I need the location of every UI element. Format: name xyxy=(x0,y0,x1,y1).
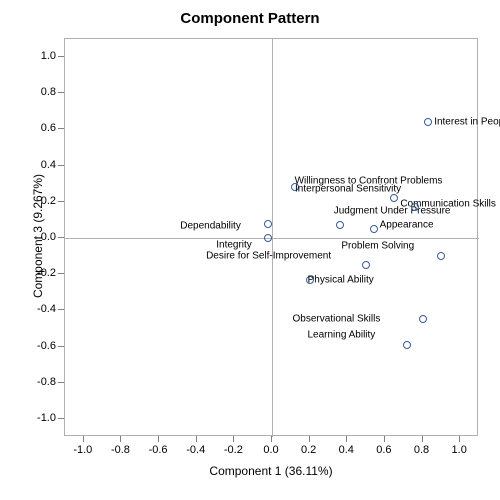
data-point xyxy=(336,221,344,229)
data-point xyxy=(362,261,370,269)
y-tick-label: -1.0 xyxy=(30,412,56,424)
y-tick-mark xyxy=(58,201,64,202)
x-tick-label: -0.4 xyxy=(186,444,205,456)
y-tick-mark xyxy=(58,309,64,310)
data-point xyxy=(370,225,378,233)
data-point-label: Problem Solving xyxy=(341,241,414,252)
x-tick-mark xyxy=(83,436,84,442)
data-point xyxy=(424,118,432,126)
y-tick-mark xyxy=(58,165,64,166)
y-tick-mark xyxy=(58,346,64,347)
x-tick-label: 0.2 xyxy=(301,444,316,456)
y-tick-label: -0.6 xyxy=(30,340,56,352)
x-tick-mark xyxy=(309,436,310,442)
y-tick-mark xyxy=(58,273,64,274)
y-tick-mark xyxy=(58,128,64,129)
x-tick-label: -0.2 xyxy=(224,444,243,456)
x-tick-label: -0.8 xyxy=(111,444,130,456)
data-point xyxy=(390,194,398,202)
data-point-label: Learning Ability xyxy=(307,329,375,340)
y-axis-title: Component 3 (9.267%) xyxy=(31,156,45,316)
data-point-label: Interpersonal Sensitivity xyxy=(295,184,401,195)
data-point xyxy=(264,234,272,242)
x-tick-mark xyxy=(233,436,234,442)
data-point-label: Desire for Self-Improvement xyxy=(206,251,331,262)
x-tick-mark xyxy=(459,436,460,442)
data-point xyxy=(419,315,427,323)
data-point xyxy=(437,252,445,260)
data-point xyxy=(411,203,419,211)
x-tick-label: 0.0 xyxy=(263,444,278,456)
x-tick-mark xyxy=(196,436,197,442)
x-tick-mark xyxy=(346,436,347,442)
data-point-label: Dependability xyxy=(180,220,241,231)
y-tick-label: 1.0 xyxy=(30,50,56,62)
x-tick-mark xyxy=(158,436,159,442)
y-tick-label: 0.8 xyxy=(30,86,56,98)
x-axis-title: Component 1 (36.11%) xyxy=(64,464,478,478)
data-point-label: Judgment Under Pressure xyxy=(334,206,451,217)
data-point-label: Interest in People xyxy=(434,117,500,128)
data-point xyxy=(264,220,272,228)
x-tick-label: -0.6 xyxy=(149,444,168,456)
y-tick-label: -0.8 xyxy=(30,376,56,388)
y-tick-mark xyxy=(58,92,64,93)
x-tick-label: 0.6 xyxy=(376,444,391,456)
y-tick-mark xyxy=(58,382,64,383)
x-tick-label: 1.0 xyxy=(452,444,467,456)
component-pattern-chart: Component Pattern Interest in PeopleWill… xyxy=(0,0,500,500)
chart-title: Component Pattern xyxy=(0,10,500,27)
data-point-label: Physical Ability xyxy=(308,274,374,285)
x-tick-label: 0.4 xyxy=(339,444,354,456)
x-tick-mark xyxy=(384,436,385,442)
data-point-label: Appearance xyxy=(380,219,434,230)
data-point-label: Observational Skills xyxy=(293,314,381,325)
x-tick-label: -1.0 xyxy=(73,444,92,456)
x-tick-label: 0.8 xyxy=(414,444,429,456)
x-tick-mark xyxy=(120,436,121,442)
y-tick-mark xyxy=(58,418,64,419)
data-point xyxy=(403,341,411,349)
x-tick-mark xyxy=(422,436,423,442)
y-tick-mark xyxy=(58,56,64,57)
y-tick-mark xyxy=(58,237,64,238)
x-tick-mark xyxy=(271,436,272,442)
data-point-label: Integrity xyxy=(216,240,252,251)
y-tick-label: 0.6 xyxy=(30,122,56,134)
plot-area: Interest in PeopleWillingness to Confron… xyxy=(64,38,478,436)
